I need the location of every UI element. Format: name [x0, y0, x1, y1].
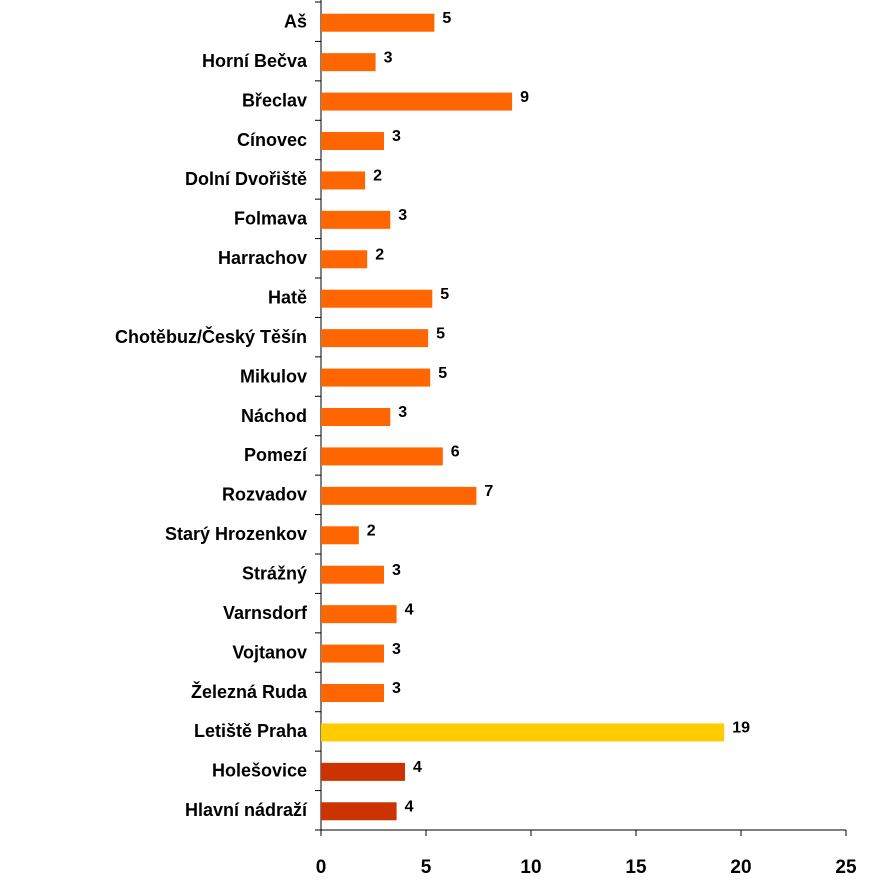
bar [321, 723, 725, 742]
value-label: 4 [405, 799, 414, 816]
category-label: Strážný [242, 563, 307, 583]
value-label: 2 [367, 523, 376, 540]
value-label: 5 [438, 365, 447, 382]
value-label: 2 [373, 168, 382, 185]
category-label: Mikulov [240, 366, 307, 386]
bar [321, 210, 391, 229]
bar [321, 526, 359, 545]
category-label: Letiště Praha [194, 721, 308, 741]
category-label: Náchod [241, 406, 307, 426]
bar [321, 486, 477, 505]
value-label: 4 [413, 759, 422, 776]
bar [321, 289, 433, 308]
value-label: 5 [440, 286, 449, 303]
category-label: Varnsdorf [223, 603, 308, 623]
value-label: 6 [451, 444, 460, 461]
x-tick-label: 10 [520, 857, 541, 878]
value-label: 4 [405, 601, 414, 618]
value-label: 2 [375, 247, 384, 264]
category-label: Hatě [268, 287, 307, 307]
value-label: 3 [398, 404, 407, 421]
bar [321, 408, 391, 426]
bar [321, 13, 435, 32]
value-label: 9 [520, 89, 529, 106]
value-label: 3 [392, 562, 401, 579]
category-label: Chotěbuz/Český Těšín [115, 326, 307, 347]
value-label: 3 [384, 49, 393, 66]
bar [321, 171, 366, 190]
bar [321, 684, 384, 702]
value-label: 5 [436, 325, 445, 342]
category-label: Aš [284, 11, 307, 31]
bar [321, 368, 431, 387]
category-label: Cínovec [237, 130, 307, 150]
bar [321, 802, 397, 821]
bar [321, 644, 384, 663]
value-label: 3 [398, 207, 407, 224]
bar [321, 92, 513, 111]
x-tick-label: 15 [625, 857, 647, 878]
category-label: Pomezí [244, 445, 308, 465]
bar [321, 447, 443, 466]
x-tick-label: 20 [730, 857, 751, 878]
category-label: Břeclav [242, 90, 307, 110]
category-label: Holešovice [212, 761, 307, 781]
value-label: 3 [392, 128, 401, 145]
bar [321, 329, 429, 348]
category-label: Starý Hrozenkov [165, 524, 307, 544]
category-label: Horní Bečva [202, 51, 308, 71]
category-label: Dolní Dvořiště [185, 169, 307, 189]
bar [321, 53, 376, 72]
x-tick-label: 0 [316, 857, 327, 878]
bar [321, 565, 384, 584]
category-label: Rozvadov [222, 485, 307, 505]
value-label: 7 [484, 483, 493, 500]
x-tick-label: 5 [421, 857, 432, 878]
bar [321, 762, 405, 781]
category-label: Folmava [234, 209, 308, 229]
value-label: 3 [392, 641, 401, 658]
category-label: Vojtanov [232, 642, 307, 662]
category-label: Harrachov [218, 248, 307, 268]
bar [321, 605, 397, 624]
x-tick-label: 25 [835, 857, 857, 878]
category-label: Hlavní nádraží [185, 800, 308, 820]
category-label: Železná Ruda [191, 681, 308, 702]
value-label: 19 [732, 720, 750, 737]
value-label: 5 [442, 10, 451, 27]
bar [321, 132, 384, 150]
bar [321, 250, 368, 269]
value-label: 3 [392, 680, 401, 697]
